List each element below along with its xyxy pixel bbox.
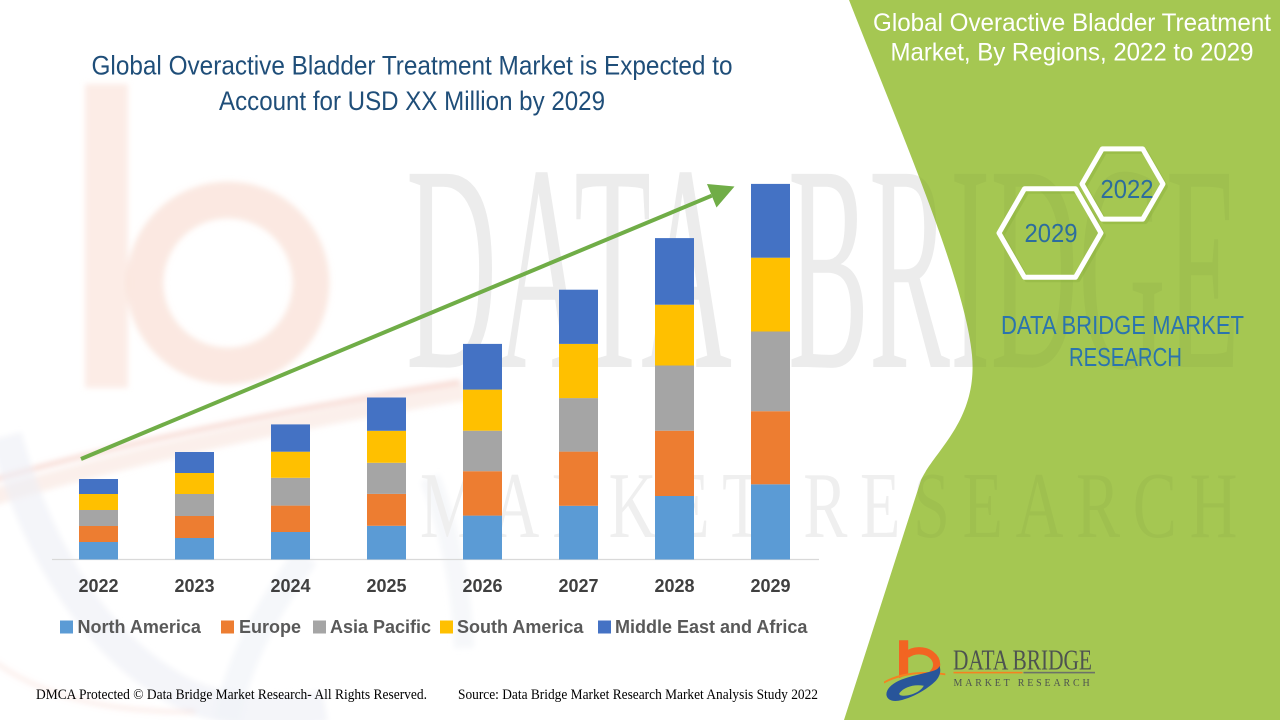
svg-text:2023: 2023 [174, 576, 214, 596]
svg-text:Account for USD XX Million by: Account for USD XX Million by 2029 [219, 86, 605, 116]
svg-text:South America: South America [457, 617, 584, 637]
svg-text:Asia Pacific: Asia Pacific [330, 617, 431, 637]
svg-text:2029: 2029 [750, 576, 790, 596]
svg-text:2024: 2024 [270, 576, 310, 596]
svg-text:DMCA Protected © Data Bridge M: DMCA Protected © Data Bridge Market Rese… [36, 687, 427, 703]
svg-text:North America: North America [78, 617, 202, 637]
svg-text:2029: 2029 [1025, 218, 1078, 248]
svg-text:2022: 2022 [78, 576, 118, 596]
svg-text:Global Overactive Bladder Trea: Global Overactive Bladder Treatment [873, 9, 1271, 37]
svg-text:Global Overactive Bladder Trea: Global Overactive Bladder Treatment Mark… [92, 51, 733, 81]
svg-text:Europe: Europe [239, 617, 301, 637]
svg-text:RESEARCH: RESEARCH [1069, 342, 1182, 372]
svg-text:2026: 2026 [462, 576, 502, 596]
svg-text:2028: 2028 [654, 576, 694, 596]
svg-text:Source: Data Bridge Market Res: Source: Data Bridge Market Research Mark… [458, 687, 818, 703]
svg-text:2022: 2022 [1101, 174, 1154, 204]
svg-text:Middle East and Africa: Middle East and Africa [615, 617, 808, 637]
svg-text:DATA BRIDGE: DATA BRIDGE [953, 645, 1092, 677]
svg-text:MARKET RESEARCH: MARKET RESEARCH [954, 678, 1093, 689]
svg-text:DATA BRIDGE MARKET: DATA BRIDGE MARKET [1001, 310, 1244, 340]
svg-text:2027: 2027 [558, 576, 598, 596]
svg-text:2025: 2025 [366, 576, 406, 596]
svg-text:Market, By Regions, 2022 to 20: Market, By Regions, 2022 to 2029 [891, 39, 1254, 67]
